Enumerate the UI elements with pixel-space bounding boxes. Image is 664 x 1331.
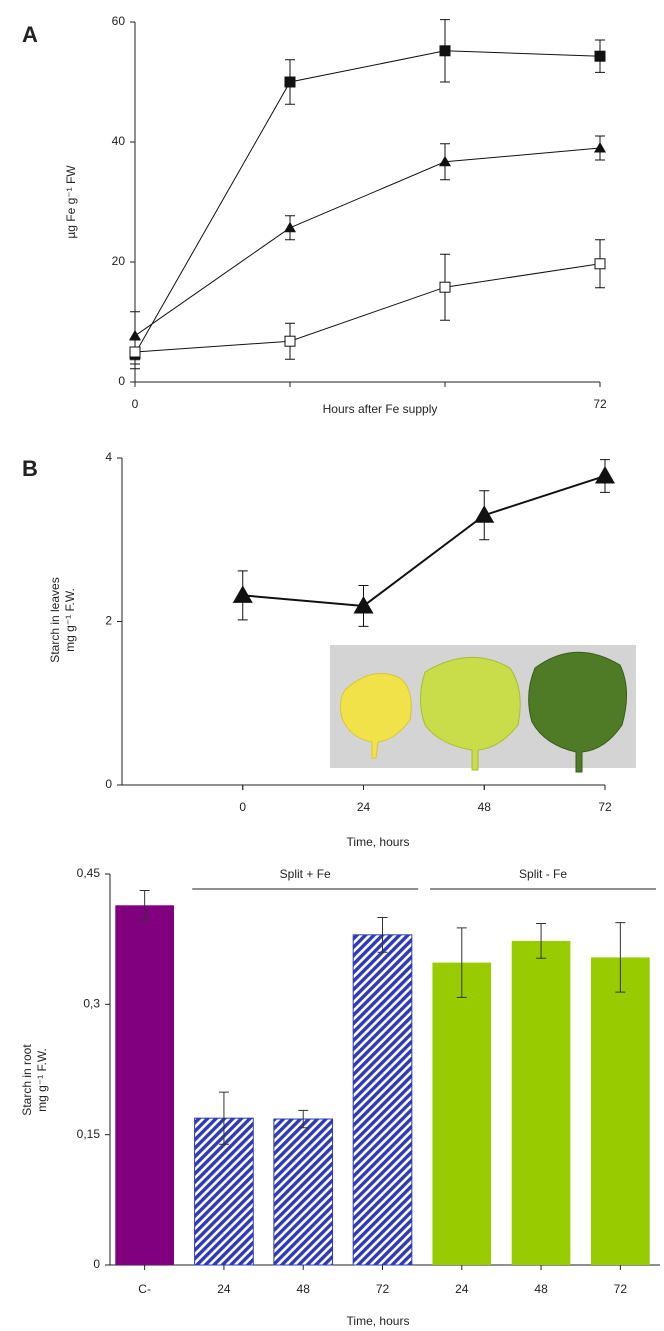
error-bar bbox=[139, 890, 150, 921]
error-bar bbox=[298, 1109, 309, 1129]
x-tick-label: 24 bbox=[217, 1282, 231, 1296]
error-bar bbox=[456, 927, 467, 998]
marker bbox=[594, 258, 606, 270]
y-tick-label: 0,15 bbox=[77, 1127, 101, 1141]
marker bbox=[232, 585, 253, 603]
marker bbox=[439, 45, 451, 57]
x-tick-label: 72 bbox=[598, 800, 612, 814]
marker bbox=[129, 346, 141, 358]
marker bbox=[439, 281, 451, 293]
series-line bbox=[242, 475, 606, 607]
y-tick-label: 40 bbox=[112, 134, 126, 148]
marker bbox=[439, 155, 451, 167]
x-tick-label: 72 bbox=[593, 397, 607, 411]
x-axis-label: Time, hours bbox=[347, 1314, 410, 1328]
y-tick-label: 0 bbox=[118, 374, 125, 388]
series-line bbox=[134, 263, 601, 353]
y-tick-label: 0 bbox=[105, 777, 112, 791]
bar bbox=[511, 940, 571, 1265]
x-tick-label: 24 bbox=[357, 800, 371, 814]
y-tick-label: 20 bbox=[112, 254, 126, 268]
y-axis-label: µg Fe g⁻¹ FW bbox=[64, 165, 78, 239]
x-tick-label: 48 bbox=[297, 1282, 311, 1296]
marker bbox=[284, 221, 296, 233]
error-bar bbox=[377, 916, 388, 953]
y-tick-label: 0 bbox=[93, 1257, 100, 1271]
y-tick-label: 0,45 bbox=[77, 866, 101, 880]
error-bar bbox=[615, 922, 626, 993]
y-axis-label: Starch in leaves bbox=[48, 577, 62, 662]
x-tick-label: 72 bbox=[614, 1282, 628, 1296]
marker bbox=[474, 505, 495, 523]
x-tick-label: 0 bbox=[239, 800, 246, 814]
y-tick-label: 4 bbox=[105, 450, 112, 464]
x-tick-label: C- bbox=[138, 1282, 151, 1296]
y-axis-label: mg g⁻¹ F.W. bbox=[35, 1048, 49, 1112]
marker bbox=[129, 329, 141, 341]
group-label: Split + Fe bbox=[280, 867, 331, 881]
marker bbox=[284, 76, 296, 88]
x-axis-label: Hours after Fe supply bbox=[323, 402, 438, 416]
marker bbox=[595, 465, 615, 484]
marker bbox=[594, 50, 606, 62]
marker bbox=[594, 142, 606, 153]
panel-label: B bbox=[22, 456, 38, 481]
group-label: Split - Fe bbox=[519, 867, 567, 881]
x-tick-label: 48 bbox=[478, 800, 492, 814]
x-tick-label: 72 bbox=[376, 1282, 390, 1296]
bar bbox=[352, 934, 413, 1266]
y-tick-label: 2 bbox=[105, 614, 112, 628]
bar bbox=[432, 962, 492, 1265]
x-tick-label: 48 bbox=[534, 1282, 548, 1296]
error-bar bbox=[218, 1091, 229, 1145]
y-axis-label: mg g⁻¹ F.W. bbox=[63, 588, 77, 652]
panel-label: A bbox=[22, 22, 38, 47]
bar bbox=[115, 905, 174, 1265]
leaf-photo bbox=[330, 645, 636, 773]
x-axis-label: Time, hours bbox=[347, 835, 410, 849]
y-axis-label: Starch in root bbox=[20, 1044, 34, 1116]
error-bar bbox=[536, 923, 547, 959]
y-tick-label: 60 bbox=[112, 14, 126, 28]
marker bbox=[353, 595, 374, 614]
x-tick-label: 0 bbox=[132, 397, 139, 411]
bar bbox=[273, 1118, 334, 1266]
series-line bbox=[134, 50, 601, 355]
marker bbox=[284, 335, 296, 347]
x-tick-label: 24 bbox=[455, 1282, 469, 1296]
bar bbox=[591, 957, 650, 1265]
series-line bbox=[134, 147, 601, 337]
y-tick-label: 0,3 bbox=[83, 997, 100, 1011]
